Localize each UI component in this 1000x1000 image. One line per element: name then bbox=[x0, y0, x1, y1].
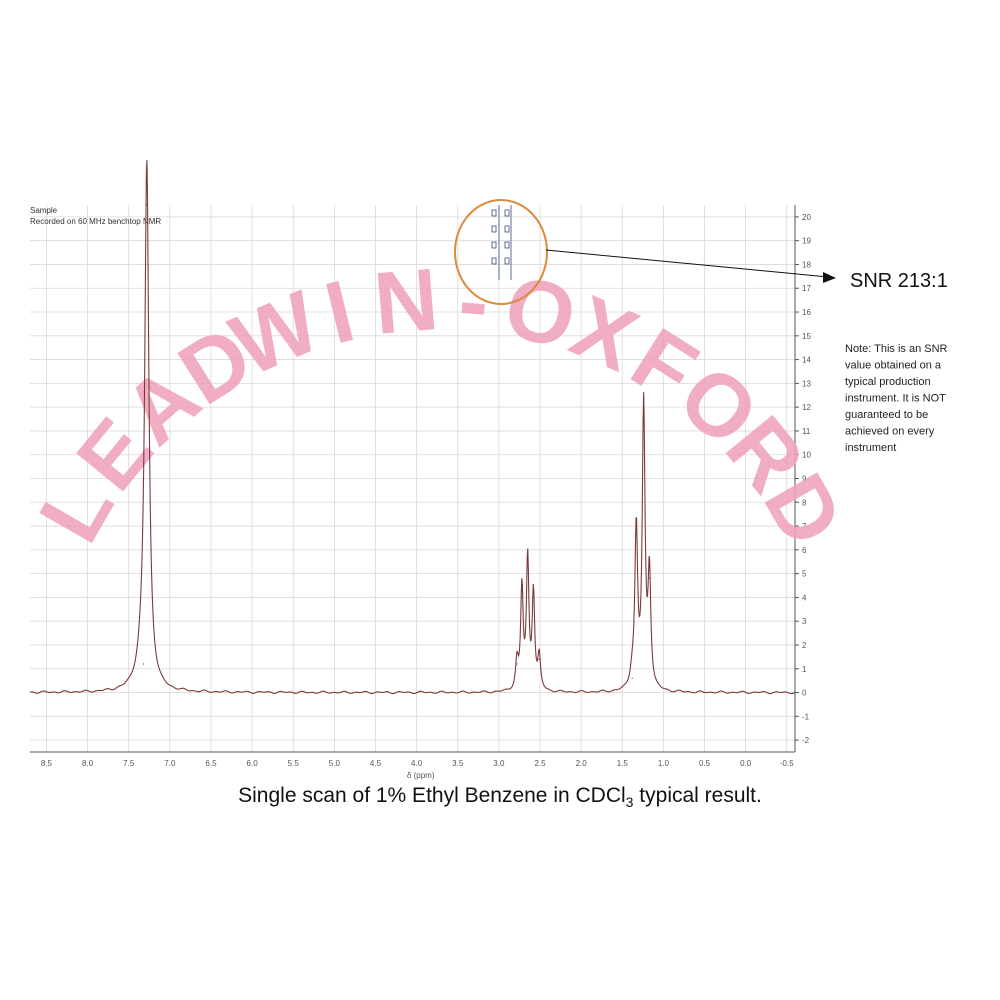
x-tick-label: 3.5 bbox=[452, 759, 464, 768]
spectrum-trace-layer bbox=[29, 160, 796, 695]
y-tick-label: 18 bbox=[802, 260, 811, 269]
x-tick-label: 6.5 bbox=[205, 759, 217, 768]
snr-arrow-head-icon bbox=[823, 272, 836, 283]
y-tick-label: 20 bbox=[802, 213, 811, 222]
x-tick-label: 0.0 bbox=[740, 759, 752, 768]
x-tick-label: 1.0 bbox=[658, 759, 670, 768]
note-line: typical production bbox=[845, 376, 931, 388]
x-tick-label: 0.5 bbox=[699, 759, 711, 768]
mini-trace-mark bbox=[491, 225, 497, 233]
y-tick-label: 4 bbox=[802, 593, 807, 602]
peak-apex-mark bbox=[631, 677, 633, 679]
y-tick-label: -2 bbox=[802, 736, 810, 745]
mini-trace-mark bbox=[504, 257, 510, 265]
peak-apex-mark bbox=[538, 658, 540, 660]
x-tick-label: 7.0 bbox=[164, 759, 176, 768]
mini-trace-mark bbox=[504, 241, 510, 249]
peak-apex-mark bbox=[635, 532, 637, 534]
peak-apex-mark bbox=[532, 594, 535, 596]
caption-subscript: 3 bbox=[625, 794, 634, 811]
peak-apex-mark bbox=[527, 561, 529, 563]
note-line: achieved on every bbox=[845, 426, 935, 438]
x-tick-label: 8.5 bbox=[41, 759, 53, 768]
peak-apex-mark bbox=[648, 577, 651, 579]
snr-value: SNR 213:1 bbox=[850, 270, 948, 292]
x-tick-label: 5.0 bbox=[329, 759, 341, 768]
snr-highlight-circle bbox=[454, 199, 548, 305]
note-line: Note: This is an SNR bbox=[845, 343, 948, 355]
snr-mini-trace bbox=[491, 205, 512, 280]
x-tick-label: -0.5 bbox=[780, 759, 794, 768]
x-tick-label: 2.5 bbox=[534, 759, 546, 768]
plot-axes: 8.5 8.0 7.5 7.0 6.5 6.0 5.5 5.0 4.5 4.0 3.5 3.0 2.5 2… bbox=[30, 205, 811, 780]
snr-note: Note: This is an SNR value obtained on a t… bbox=[845, 343, 948, 454]
y-tick-label: 7 bbox=[802, 522, 807, 531]
y-tick-label: 1 bbox=[802, 665, 807, 674]
y-tick-label: 5 bbox=[802, 570, 807, 579]
y-tick-label: 6 bbox=[802, 546, 807, 555]
y-tick-label: 14 bbox=[802, 356, 811, 365]
peak-apex-mark bbox=[521, 589, 523, 591]
y-tick-label: 16 bbox=[802, 308, 811, 317]
peak-apex-mark bbox=[643, 408, 645, 411]
x-tick-label: 5.5 bbox=[288, 759, 300, 768]
x-tick-label: 6.0 bbox=[247, 759, 259, 768]
y-tick-label: 0 bbox=[802, 689, 807, 698]
y-tick-label: 8 bbox=[802, 498, 807, 507]
y-tick-label: 15 bbox=[802, 332, 811, 341]
y-tick-label: 19 bbox=[802, 237, 811, 246]
spectrum-header: Sample Recorded on 60 MHz benchtop NMR bbox=[30, 206, 161, 226]
y-tick-label: -1 bbox=[802, 712, 810, 721]
x-tick-label: 3.0 bbox=[493, 759, 505, 768]
note-line: guaranteed to be bbox=[845, 409, 928, 421]
y-tick-label: 17 bbox=[802, 284, 811, 293]
plot-grid bbox=[30, 205, 795, 752]
y-tick-label: 13 bbox=[802, 379, 811, 388]
x-tick-label: 4.5 bbox=[370, 759, 382, 768]
peak-apex-mark bbox=[142, 663, 145, 665]
header-line-instrument: Recorded on 60 MHz benchtop NMR bbox=[30, 217, 161, 226]
mini-trace-mark bbox=[491, 209, 497, 217]
mini-trace-mark bbox=[504, 225, 510, 233]
header-line-sample: Sample bbox=[30, 206, 58, 215]
x-tick-label: 8.0 bbox=[82, 759, 94, 768]
spectrum-trace-line bbox=[29, 160, 796, 695]
note-line: instrument. It is NOT bbox=[845, 393, 946, 405]
mini-trace-mark bbox=[491, 257, 497, 265]
mini-trace-mark bbox=[504, 209, 510, 217]
mini-trace-mark bbox=[491, 241, 497, 249]
x-axis-label: δ (ppm) bbox=[407, 771, 435, 780]
watermark-letter: N bbox=[371, 249, 442, 353]
caption-main: Single scan of 1% Ethyl Benzene in CDCl bbox=[238, 784, 626, 807]
x-tick-label: 2.0 bbox=[576, 759, 588, 768]
snr-annotation: SNR 213:1 Note: This is an SNR value obta… bbox=[454, 199, 948, 454]
peak-apex-mark bbox=[146, 204, 148, 206]
x-tick-label: 7.5 bbox=[123, 759, 135, 768]
y-tick-label: 11 bbox=[802, 427, 811, 436]
note-line: value obtained on a bbox=[845, 360, 942, 372]
y-tick-label: 3 bbox=[802, 617, 807, 626]
caption-tail: typical result. bbox=[633, 784, 762, 807]
snr-pointer-line bbox=[545, 249, 829, 278]
y-tick-label: 10 bbox=[802, 451, 811, 460]
figure-caption: Single scan of 1% Ethyl Benzene in CDCl3… bbox=[0, 784, 1000, 810]
x-tick-label: 1.5 bbox=[617, 759, 629, 768]
y-tick-label: 2 bbox=[802, 641, 807, 650]
x-tick-label: 4.0 bbox=[411, 759, 423, 768]
peak-apex-mark bbox=[516, 663, 518, 665]
y-tick-label: 12 bbox=[802, 403, 811, 412]
y-tick-label: 9 bbox=[802, 475, 807, 484]
note-line: instrument bbox=[845, 442, 896, 454]
